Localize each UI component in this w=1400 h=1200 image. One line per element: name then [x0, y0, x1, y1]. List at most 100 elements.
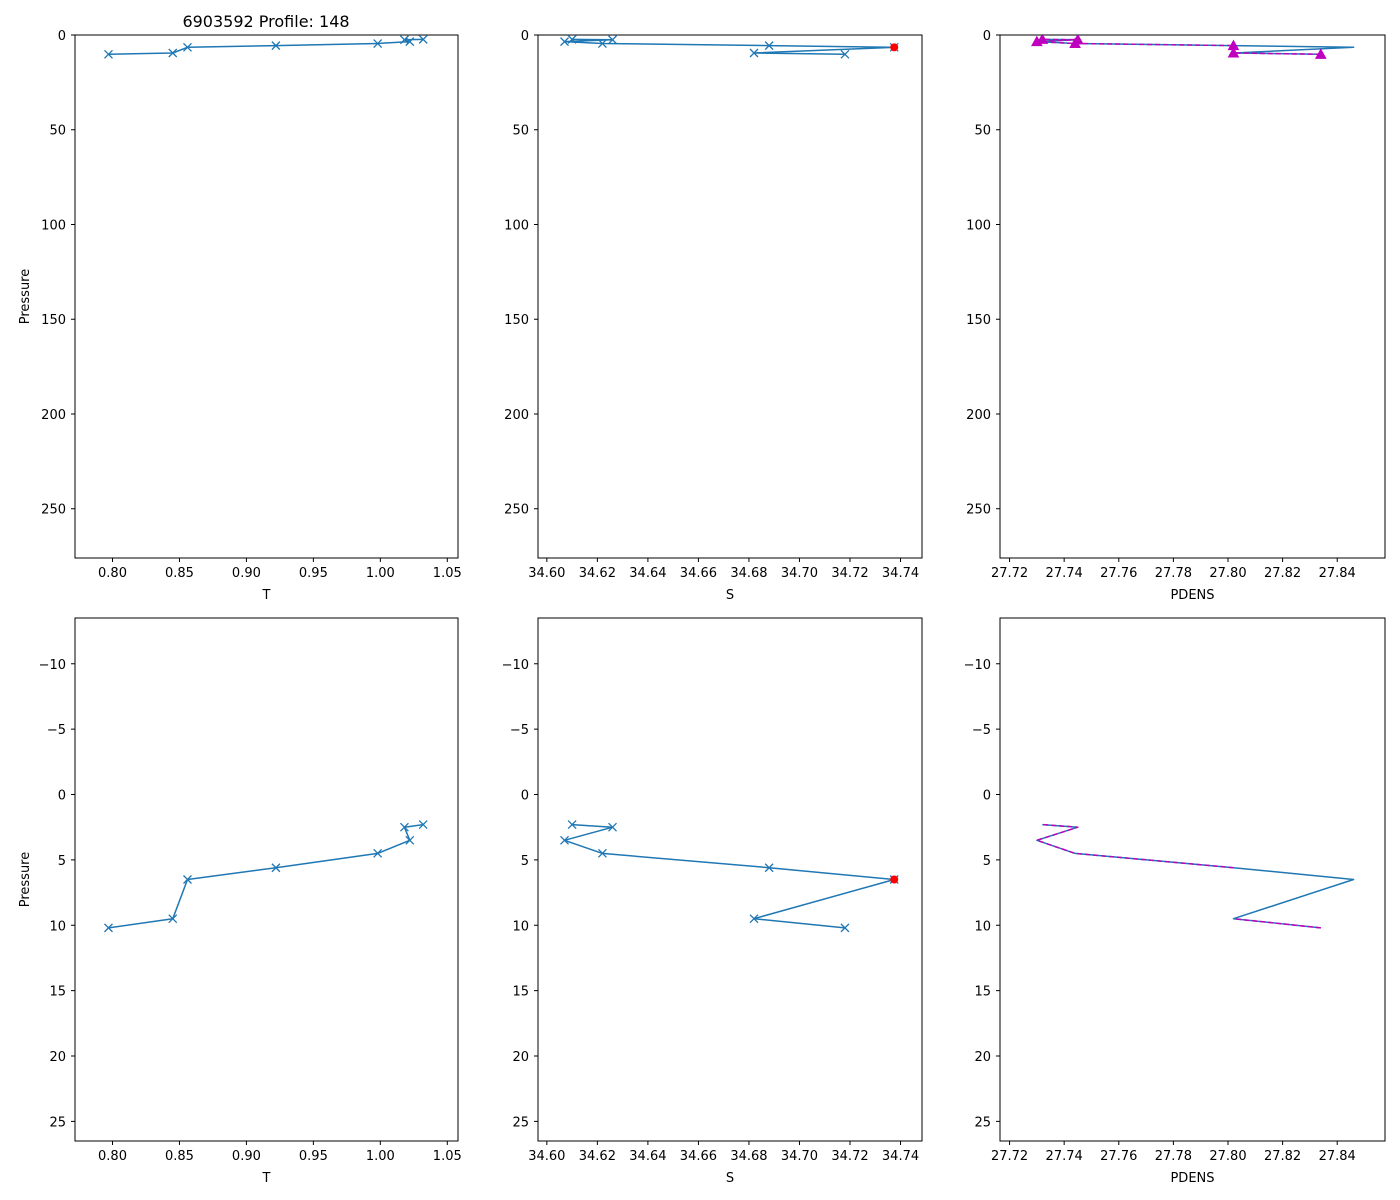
- x-tick-label: 1.00: [366, 1149, 395, 1164]
- x-axis-label: S: [726, 1171, 734, 1186]
- data-point-triangle: [1227, 46, 1240, 58]
- x-tick-label: 34.62: [579, 1149, 616, 1164]
- y-tick-label: 200: [504, 408, 529, 423]
- data-point-triangle: [1227, 39, 1240, 51]
- x-axis-label: PDENS: [1170, 588, 1214, 603]
- x-axis-label: PDENS: [1170, 1171, 1214, 1186]
- data-point-marker: [418, 820, 428, 830]
- y-tick-label: 0: [521, 789, 529, 804]
- axes-frame: [537, 617, 923, 1142]
- x-tick-label: 34.64: [629, 566, 666, 581]
- y-tick-label: −10: [502, 658, 529, 673]
- data-point-marker: [567, 35, 577, 44]
- figure-title: 6903592 Profile: 148: [182, 12, 349, 31]
- x-tick-label: 1.05: [433, 1149, 462, 1164]
- data-point-marker: [183, 42, 192, 52]
- x-tick-label: 27.82: [1264, 566, 1301, 581]
- y-tick-label: 100: [41, 218, 66, 233]
- y-tick-label: 0: [58, 789, 66, 804]
- x-tick-label: 34.66: [680, 566, 717, 581]
- y-tick-label: 25: [512, 1115, 529, 1130]
- data-point-marker: [764, 41, 774, 51]
- plot-area: [104, 820, 428, 933]
- x-tick-label: 0.85: [165, 1149, 194, 1164]
- data-point-marker: [608, 35, 617, 45]
- x-tick-label: 34.68: [730, 1149, 767, 1164]
- x-tick-label: 0.80: [98, 566, 127, 581]
- data-point-triangle: [1071, 35, 1084, 45]
- y-tick-label: 10: [49, 919, 66, 934]
- y-tick-label: 150: [966, 313, 991, 328]
- y-tick-label: 150: [41, 313, 66, 328]
- y-axis-label: Pressure: [18, 269, 33, 325]
- panel-top-left: 0.80 0.85 0.90 0.95 1.00 1.05 0 50 100 150 200 250 T…: [18, 29, 462, 603]
- x-tick-label: 27.74: [1046, 1149, 1083, 1164]
- plot-area: [560, 820, 899, 933]
- data-point-marker: [608, 822, 617, 832]
- data-point-triangle: [1036, 35, 1049, 44]
- data-point-marker: [764, 863, 774, 873]
- y-tick-label: 15: [49, 985, 66, 1000]
- x-tick-label: 27.78: [1155, 566, 1192, 581]
- y-tick-label: 0: [521, 29, 529, 44]
- y-tick-label: 15: [974, 985, 991, 1000]
- data-point-marker: [560, 835, 569, 845]
- data-point-marker: [597, 848, 607, 858]
- series-line-main: [563, 38, 895, 56]
- series-line-main: [108, 823, 424, 929]
- data-point-marker: [405, 37, 415, 47]
- y-tick-label: −5: [510, 723, 529, 738]
- panels: 0.80 0.85 0.90 0.95 1.00 1.05050100150200250T…: [18, 29, 1386, 1186]
- x-tick-label: 34.72: [831, 566, 868, 581]
- x-tick-label: 27.74: [1046, 566, 1083, 581]
- x-tick-label: 34.72: [831, 1149, 868, 1164]
- y-tick-label: 5: [521, 854, 529, 869]
- axes-frame: [999, 617, 1386, 1142]
- data-point-triangle: [1314, 48, 1327, 59]
- data-point-marker: [168, 914, 178, 924]
- x-tick-label: 34.68: [730, 566, 767, 581]
- data-point-marker: [840, 923, 850, 933]
- y-tick-label: 50: [49, 124, 66, 139]
- y-tick-label: −10: [39, 658, 66, 673]
- x-tick-label: 0.95: [299, 1149, 328, 1164]
- y-tick-label: 5: [983, 854, 991, 869]
- data-point-marker: [373, 39, 383, 48]
- y-tick-label: 200: [41, 408, 66, 423]
- y-tick-label: 50: [974, 124, 991, 139]
- x-tick-label: 34.74: [882, 1149, 919, 1164]
- y-tick-label: 20: [49, 1050, 66, 1065]
- series-line-main: [1036, 38, 1355, 56]
- axes-frame: [999, 34, 1386, 559]
- data-point-marker: [597, 39, 607, 48]
- y-tick-label: 150: [504, 313, 529, 328]
- axes-frame: [74, 34, 459, 559]
- y-tick-label: 250: [966, 503, 991, 518]
- x-tick-label: 0.90: [232, 1149, 261, 1164]
- plot-area: [1036, 823, 1355, 929]
- x-tick-label: 27.76: [1100, 566, 1137, 581]
- panel-bottom-left: 0.80 0.85 0.90 0.95 1.00 1.05 −10 −5 0 5 10 15 20 25 T…: [18, 617, 462, 1186]
- x-axis-label: S: [726, 588, 734, 603]
- y-tick-label: 0: [983, 789, 991, 804]
- plot-area: [560, 35, 899, 59]
- x-tick-label: 34.66: [680, 1149, 717, 1164]
- x-tick-label: 27.84: [1319, 566, 1356, 581]
- x-tick-label: 1.05: [433, 566, 462, 581]
- x-tick-label: 27.72: [991, 1149, 1028, 1164]
- x-tick-label: 0.85: [165, 566, 194, 581]
- panel-top-right: 27.72 27.74 27.76 27.78 27.80 27.82 27.84 0 50 10…: [966, 29, 1386, 603]
- y-tick-label: 0: [983, 29, 991, 44]
- data-point-marker: [749, 914, 759, 924]
- x-tick-label: 1.00: [366, 566, 395, 581]
- x-tick-label: 34.60: [528, 1149, 565, 1164]
- x-tick-label: 27.80: [1209, 1149, 1246, 1164]
- data-point-marker: [399, 35, 409, 45]
- x-axis-label: T: [262, 1171, 271, 1186]
- flagged-point: [890, 875, 899, 884]
- x-tick-label: 27.76: [1100, 1149, 1137, 1164]
- plot-area: [104, 35, 428, 59]
- y-tick-label: 250: [504, 503, 529, 518]
- x-tick-label: 0.90: [232, 566, 261, 581]
